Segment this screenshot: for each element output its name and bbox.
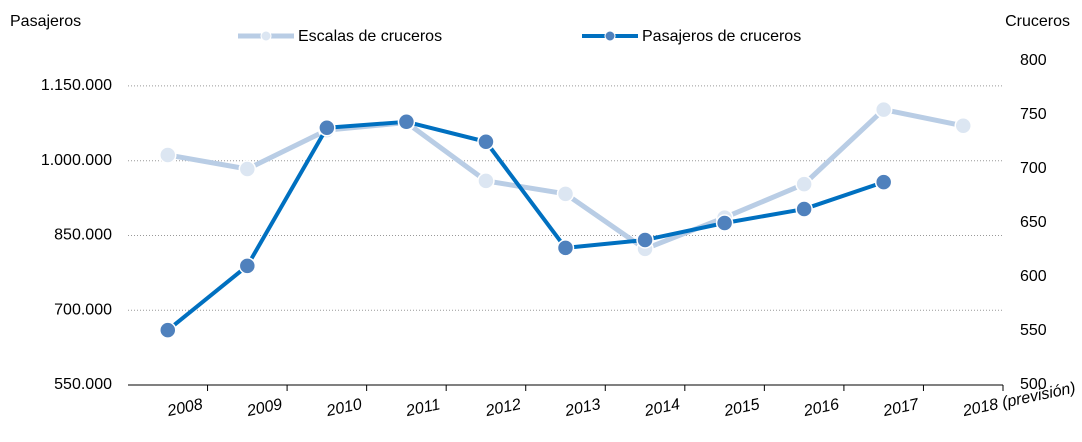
x-tick-label: 2009: [245, 396, 284, 420]
data-point: [954, 117, 972, 135]
data-point: [238, 257, 257, 275]
y2-tick-label: 750: [1020, 106, 1047, 123]
data-point: [477, 172, 495, 190]
x-tick-label: 2010: [324, 396, 363, 420]
data-point: [397, 113, 416, 131]
x-tick-label: 2016: [801, 396, 840, 420]
data-point: [159, 146, 177, 164]
legend-label: Pasajeros de cruceros: [642, 28, 801, 45]
x-tick-label: 2014: [642, 396, 681, 420]
y-axis-title: Pasajeros: [10, 13, 81, 30]
y2-tick-label: 550: [1020, 322, 1047, 339]
x-tick-label: 2011: [404, 396, 442, 420]
legend-label: Escalas de cruceros: [298, 28, 442, 45]
data-point: [795, 175, 813, 193]
data-point: [477, 133, 495, 151]
data-point: [874, 173, 893, 191]
y-tick-label: 850.000: [54, 227, 112, 244]
y2-tick-label: 500: [1020, 376, 1047, 393]
y-tick-label: 700.000: [54, 301, 112, 318]
y2-tick-label: 600: [1020, 268, 1047, 285]
data-point: [318, 119, 336, 137]
data-point: [556, 185, 575, 203]
series-line: [167, 107, 964, 252]
legend-marker: [260, 30, 272, 42]
x-tick-label: 2012: [483, 396, 522, 420]
x-tick-label: 2017: [881, 396, 921, 420]
data-point: [159, 321, 177, 339]
legend-marker: [604, 30, 616, 42]
data-point: [636, 231, 654, 249]
data-point: [795, 200, 813, 218]
series-line: [166, 119, 885, 332]
data-point: [238, 160, 257, 178]
y2-axis-title: Cruceros: [1005, 13, 1070, 30]
data-point: [874, 100, 893, 119]
y2-tick-label: 650: [1020, 214, 1047, 231]
y-tick-label: 1.150.000: [41, 77, 112, 94]
x-tick-label: 2013: [563, 396, 602, 420]
x-tick-label: 2018 (previsión): [960, 380, 1077, 421]
data-point: [556, 239, 575, 257]
y2-tick-label: 700: [1020, 160, 1047, 177]
y-tick-label: 550.000: [54, 376, 112, 393]
x-tick-label: 2008: [165, 396, 204, 420]
data-point: [715, 214, 734, 232]
y2-tick-label: 800: [1020, 52, 1047, 69]
x-tick-label: 2015: [722, 396, 761, 420]
y-tick-label: 1.000.000: [41, 152, 112, 169]
